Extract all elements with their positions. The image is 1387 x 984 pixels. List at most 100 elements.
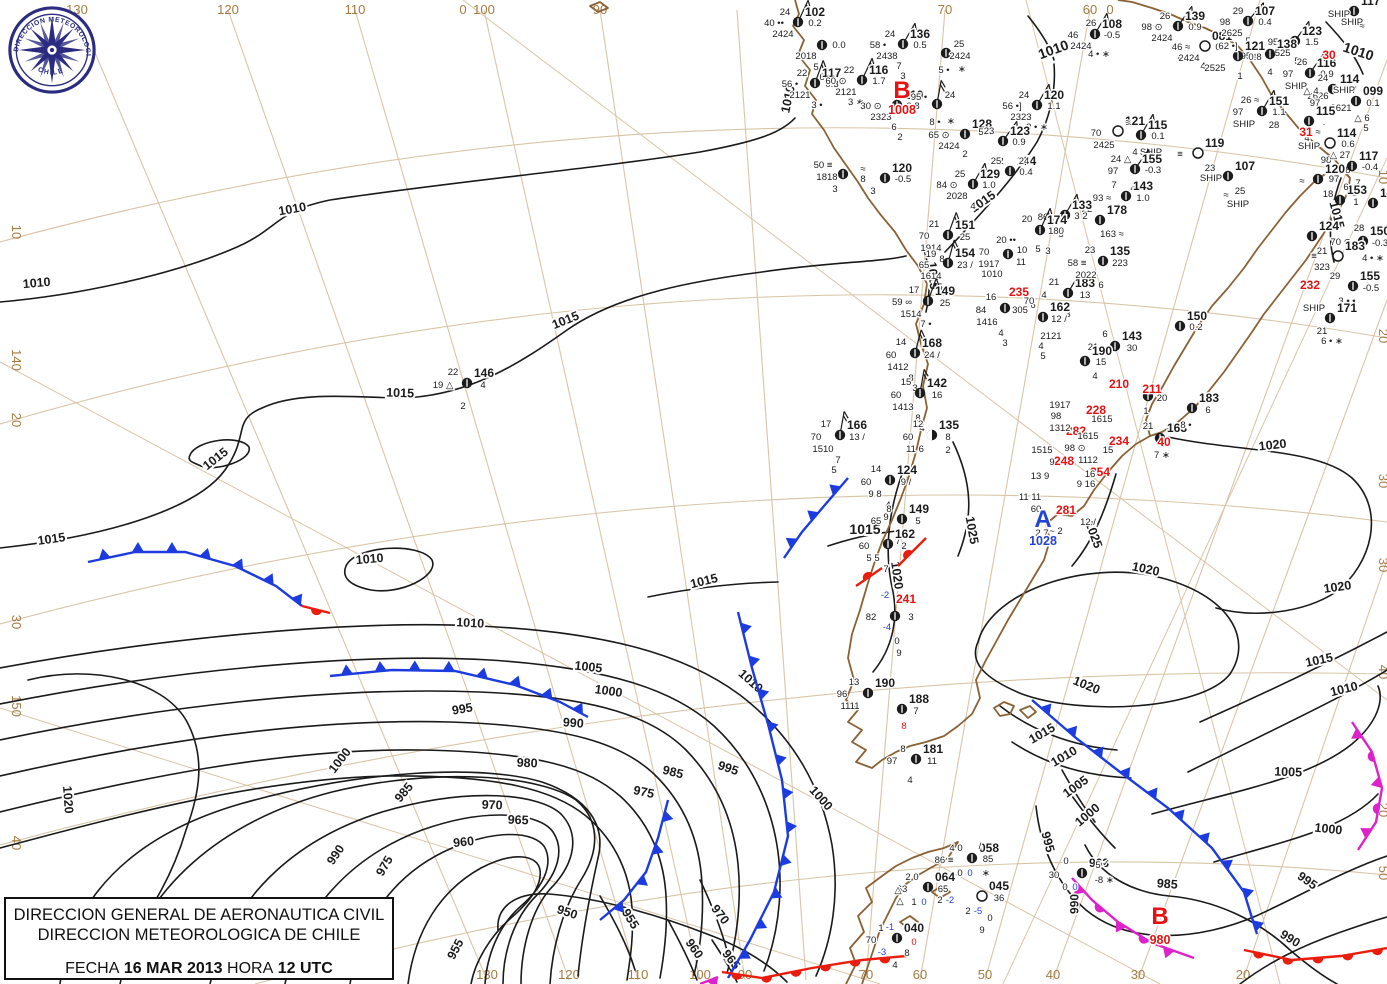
station-value: 22 — [797, 68, 808, 79]
longitude-line — [984, 0, 1261, 981]
isobar-path — [27, 673, 200, 907]
warm-front — [897, 537, 927, 567]
warm-front — [1243, 946, 1387, 965]
isobar-label: 1020 — [1071, 674, 1102, 697]
map-small-label: 98 — [1051, 411, 1062, 422]
isobar-label: 1010 — [1048, 743, 1079, 769]
station-value: 13 — [849, 677, 860, 688]
front-semicircle-marker — [903, 549, 913, 560]
station-value: 5 — [1040, 351, 1045, 362]
station-id: 116 — [1317, 56, 1337, 70]
station-value: 0.7 — [1343, 85, 1356, 96]
station-value: 2424 — [1178, 53, 1199, 64]
station-value: 1.5 — [1305, 37, 1318, 48]
isobar-label: 1010 — [277, 200, 307, 219]
fecha-label: FECHA — [65, 960, 120, 977]
front-triangle-marker — [780, 854, 792, 867]
station-id: 151 — [1269, 94, 1289, 108]
station-id: 146 — [474, 366, 494, 380]
isobar-label: 1015 — [849, 521, 880, 537]
station-value: 2626 — [1307, 91, 1328, 102]
station-value: 6 — [1102, 329, 1107, 340]
station-id: 150 — [1370, 224, 1387, 238]
isobar-path — [1035, 805, 1387, 937]
edge-label-left: 10 — [9, 225, 24, 239]
isobar-path — [1167, 436, 1373, 614]
map-small-label: 2 7 — [1035, 528, 1048, 539]
edge-label-bottom: 50 — [978, 967, 992, 982]
station-value: 3 — [1065, 309, 1070, 320]
wind-barb — [1016, 121, 1019, 130]
wind-barb — [869, 62, 873, 71]
red-station-id: 232 — [1300, 278, 1320, 292]
wind-barb — [982, 166, 985, 175]
station-value: 70 — [979, 247, 990, 258]
station-value: 9 / — [901, 477, 912, 488]
station-value: 4 — [1041, 290, 1046, 301]
station-value: 9 — [883, 512, 888, 523]
station-value: 0.1 — [1151, 131, 1164, 142]
isobar-label: 985 — [392, 780, 416, 805]
front-triangle-marker — [1146, 787, 1158, 800]
station-value: 7 — [1111, 180, 1116, 191]
front-semicircle-marker — [1094, 903, 1105, 913]
station-id: 142 — [927, 376, 947, 390]
station-plot: 155-0.5 29 3 • • — [1328, 268, 1381, 309]
station-plot: 82 3 -2 -409 — [864, 589, 914, 661]
front-triangle-marker — [1360, 827, 1372, 839]
station-value: 3 — [1045, 246, 1050, 257]
station-value: 5 — [1351, 188, 1356, 199]
front-triangle-marker — [652, 843, 664, 855]
station-value: 4 — [1132, 147, 1137, 158]
station-id: 102 — [805, 5, 825, 19]
station-circle — [976, 890, 988, 902]
front-semicircle-marker — [1138, 935, 1149, 944]
station-value: 323 — [1314, 262, 1330, 273]
station-value: 24 — [1019, 90, 1030, 101]
station-value: -0.4 — [1362, 162, 1378, 173]
station-value: 6 — [1098, 280, 1103, 291]
isobar-label: 950 — [555, 902, 579, 922]
station-value: 3 • • — [1338, 296, 1355, 307]
isobar-label: 955 — [444, 937, 466, 962]
wind-barb — [1148, 149, 1151, 158]
isobar-label: 985 — [1156, 876, 1178, 891]
station-value: 2 0 — [905, 872, 918, 883]
station-value: ≡ — [1311, 251, 1317, 262]
station-value: △ 4 — [1303, 86, 1318, 97]
station-value: 46 — [1068, 30, 1079, 41]
station-value: 20 — [1157, 393, 1168, 404]
front-triangle-marker — [509, 675, 521, 688]
station-value: 8 — [860, 174, 865, 185]
wind-barb — [1305, 24, 1308, 33]
station-value: 5 5 — [866, 553, 879, 564]
station-value: 15 — [1096, 357, 1107, 368]
wind-barb — [939, 84, 945, 92]
front-semicircle-marker — [1342, 953, 1354, 961]
station-id: 155 — [1360, 269, 1380, 283]
wind-barb — [842, 415, 848, 423]
isobar-label: 975 — [632, 783, 655, 801]
map-small-label: 98 ⊙ — [1064, 443, 1085, 454]
graticule-diagonal — [0, 361, 1161, 984]
station-value: ≈ — [1125, 117, 1130, 128]
station-value: 0 — [1062, 882, 1067, 893]
isobar-path — [599, 895, 636, 971]
station-value: 65 — [919, 260, 930, 271]
station-value: 24 — [945, 90, 956, 101]
isobar-label: 975 — [373, 853, 396, 878]
station-value: 0.2 — [1189, 322, 1202, 333]
coastline-path — [845, 841, 959, 984]
front-triangle-marker — [442, 660, 455, 671]
wind-barb — [1150, 117, 1153, 126]
station-value: 4 — [480, 380, 485, 391]
front-triangle-marker — [613, 901, 625, 913]
isobar-path — [1027, 15, 1055, 61]
station-id: 121 — [1245, 39, 1265, 53]
